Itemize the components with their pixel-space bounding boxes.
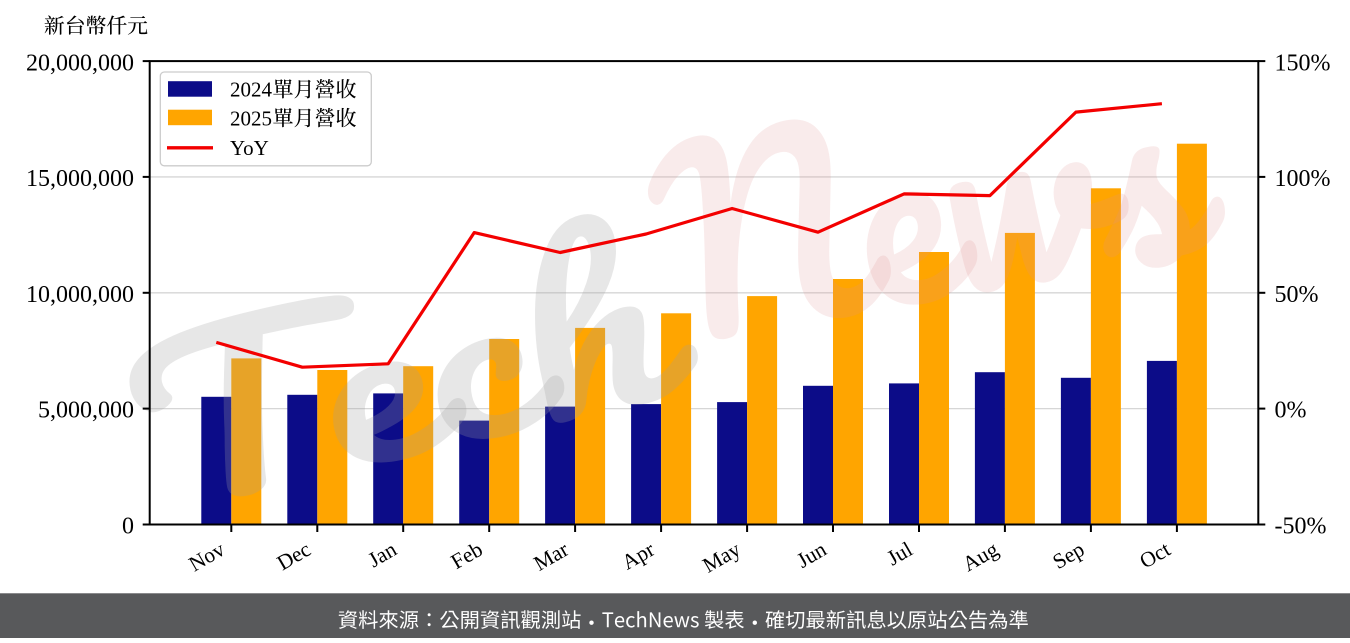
svg-text:15,000,000: 15,000,000 <box>26 166 134 192</box>
svg-text:YoY: YoY <box>230 136 269 160</box>
svg-text:-50%: -50% <box>1275 513 1327 539</box>
svg-text:10,000,000: 10,000,000 <box>26 282 134 308</box>
svg-text:100%: 100% <box>1275 166 1331 192</box>
svg-text:0%: 0% <box>1275 398 1307 424</box>
svg-text:5,000,000: 5,000,000 <box>38 398 134 424</box>
svg-text:20,000,000: 20,000,000 <box>26 51 134 77</box>
svg-text:50%: 50% <box>1275 282 1319 308</box>
svg-text:0: 0 <box>122 513 134 539</box>
svg-text:2025: 2025 <box>230 107 272 131</box>
svg-text:150%: 150% <box>1275 51 1331 77</box>
svg-text:2024: 2024 <box>230 78 273 102</box>
